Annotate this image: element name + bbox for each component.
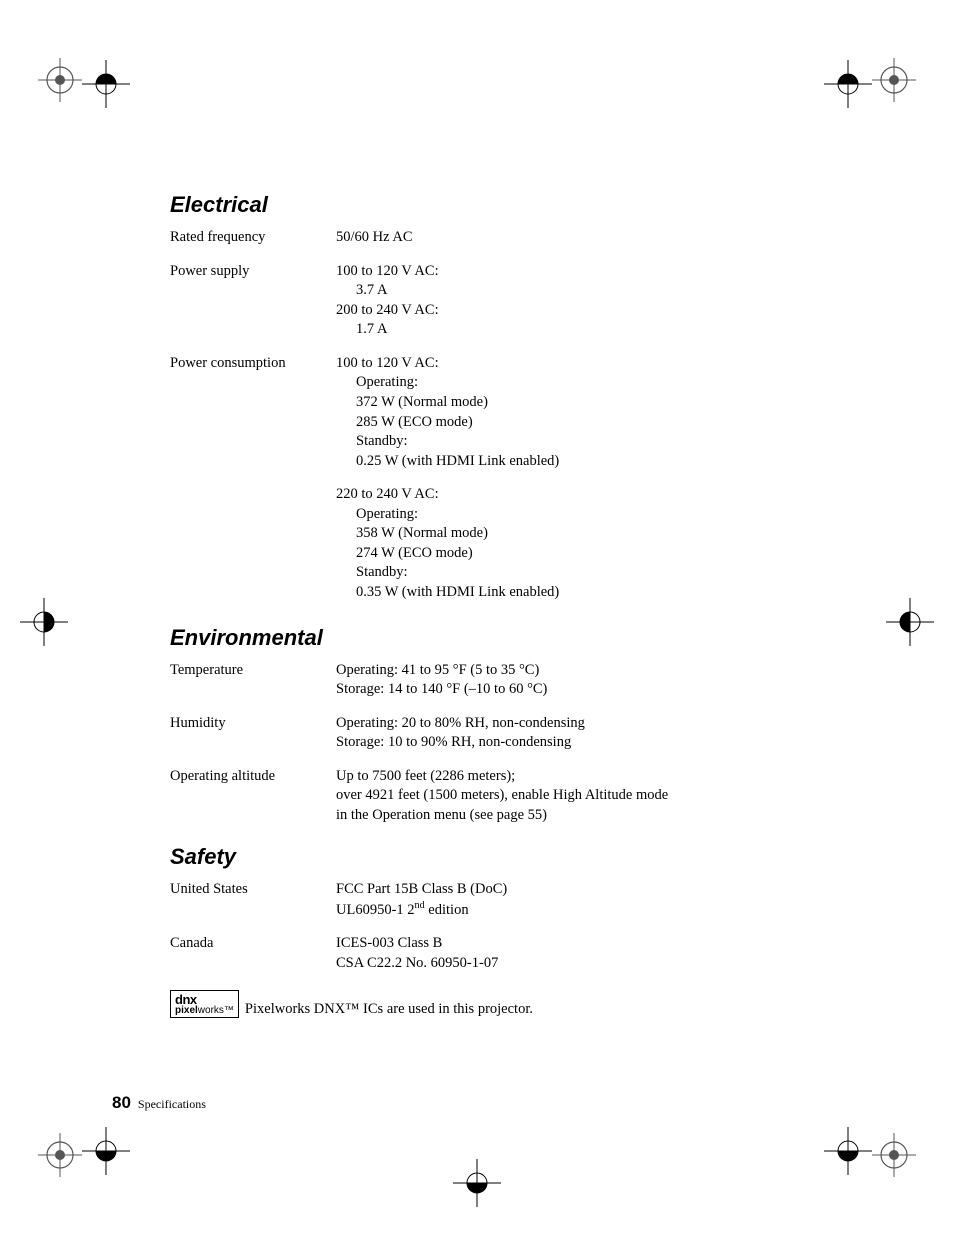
page-number: 80 [112,1093,131,1112]
label-rated-frequency: Rated frequency [170,228,336,248]
label-operating-altitude: Operating altitude [170,767,336,826]
crop-mark-bottom-right [870,1131,918,1179]
value-power-supply: 100 to 120 V AC: 3.7 A 200 to 240 V AC: … [336,262,870,340]
crop-mark-top-left [36,56,84,104]
row-operating-altitude: Operating altitude Up to 7500 feet (2286… [170,767,870,826]
value-humidity: Operating: 20 to 80% RH, non-condensing … [336,714,870,753]
heading-environmental: Environmental [170,625,870,651]
row-united-states: United States FCC Part 15B Class B (DoC)… [170,880,870,921]
heading-safety: Safety [170,844,870,870]
value-canada: ICES-003 Class B CSA C22.2 No. 60950-1-0… [336,934,870,973]
label-power-consumption: Power consumption [170,354,336,471]
crop-mark-top-left-2 [82,60,130,108]
pixelworks-logo: dnx pixelworks™ [170,990,239,1018]
row-canada: Canada ICES-003 Class B CSA C22.2 No. 60… [170,934,870,973]
value-rated-frequency: 50/60 Hz AC [336,228,870,248]
row-power-consumption-1: Power consumption 100 to 120 V AC: Opera… [170,354,870,471]
row-humidity: Humidity Operating: 20 to 80% RH, non-co… [170,714,870,753]
pixelworks-text: Pixelworks DNX™ ICs are used in this pro… [245,1001,533,1018]
crop-mark-mid-left [20,598,68,646]
crop-mark-bottom-left-2 [82,1127,130,1175]
crop-mark-top-right-2 [824,60,872,108]
heading-electrical: Electrical [170,192,870,218]
footer-section: Specifications [138,1097,206,1111]
row-power-supply: Power supply 100 to 120 V AC: 3.7 A 200 … [170,262,870,340]
label-temperature: Temperature [170,661,336,700]
row-power-consumption-2: 220 to 240 V AC: Operating: 358 W (Norma… [170,485,870,602]
crop-mark-bottom-left [36,1131,84,1179]
value-temperature: Operating: 41 to 95 °F (5 to 35 °C) Stor… [336,661,870,700]
label-united-states: United States [170,880,336,921]
crop-mark-bottom-center [453,1159,501,1207]
label-power-supply: Power supply [170,262,336,340]
label-canada: Canada [170,934,336,973]
page-content: Electrical Rated frequency 50/60 Hz AC P… [170,192,870,1018]
page-footer: 80 Specifications [112,1093,206,1113]
value-operating-altitude: Up to 7500 feet (2286 meters); over 4921… [336,767,870,826]
row-rated-frequency: Rated frequency 50/60 Hz AC [170,228,870,248]
label-humidity: Humidity [170,714,336,753]
row-temperature: Temperature Operating: 41 to 95 °F (5 to… [170,661,870,700]
value-power-consumption-2: 220 to 240 V AC: Operating: 358 W (Norma… [336,485,870,602]
crop-mark-bottom-right-2 [824,1127,872,1175]
pixelworks-note: dnx pixelworks™ Pixelworks DNX™ ICs are … [170,990,870,1018]
value-united-states: FCC Part 15B Class B (DoC) UL60950-1 2nd… [336,880,870,921]
crop-mark-top-right [870,56,918,104]
crop-mark-mid-right [886,598,934,646]
value-power-consumption-1: 100 to 120 V AC: Operating: 372 W (Norma… [336,354,870,471]
